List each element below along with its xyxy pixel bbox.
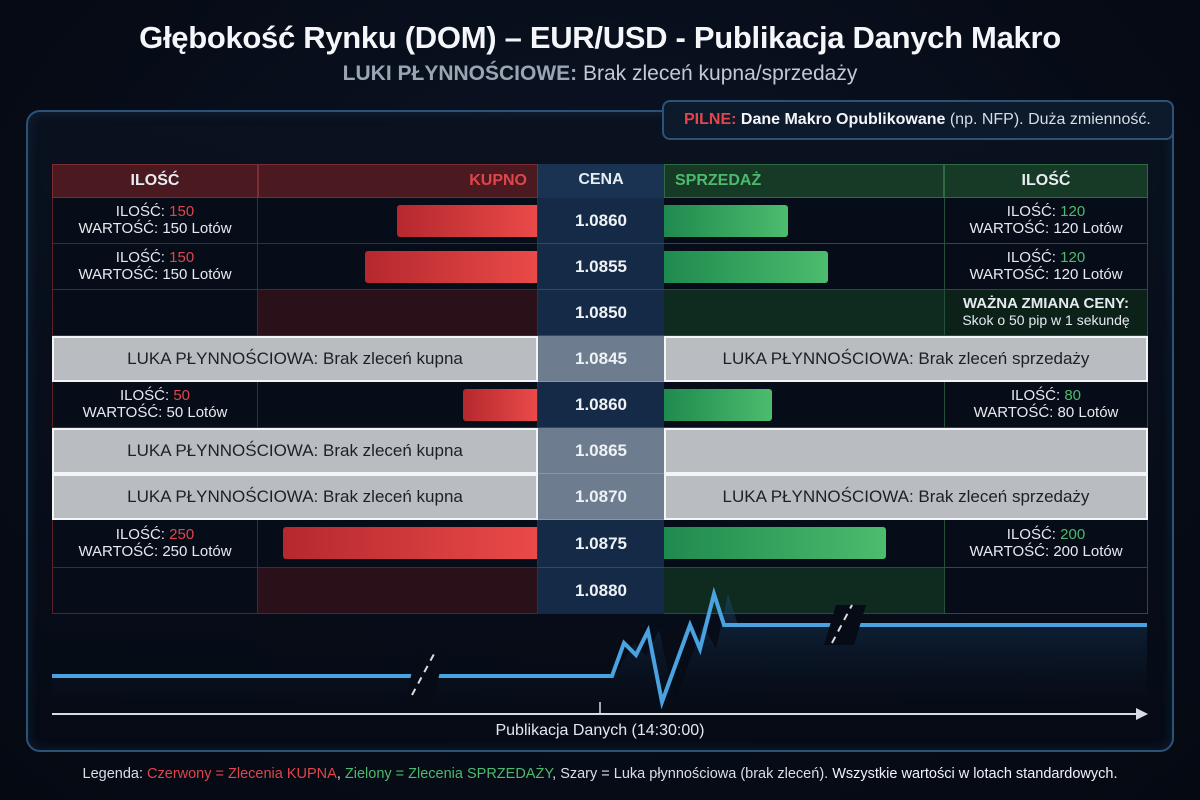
sell-bar-cell (664, 198, 944, 244)
price-cell: 1.0850 (538, 290, 664, 336)
table-row[interactable]: ILOŚĆ: 150 WARTOŚĆ: 150 Lotów 1.0855 ILOŚ… (52, 244, 1148, 290)
page-title: Głębokość Rynku (DOM) – EUR/USD - Publik… (139, 20, 1061, 55)
order-book-table: ILOŚĆ KUPNO CENA SPRZEDAŻ ILOŚĆ ILOŚĆ: 1… (52, 164, 1148, 614)
legend-gap: , Szary = Luka płynnościowa (brak zleceń… (552, 766, 833, 782)
buy-volume-bar (365, 251, 537, 283)
buy-volume-bar (397, 205, 537, 237)
liquidity-gap-buy: LUKA PŁYNNOŚCIOWA: Brak zleceń kupna (52, 428, 538, 474)
table-row[interactable]: ILOŚĆ: 250 WARTOŚĆ: 250 Lotów 1.0875 ILOŚ… (52, 520, 1148, 568)
buy-qty-cell: ILOŚĆ: 150 WARTOŚĆ: 150 Lotów (52, 244, 258, 290)
price-jump-warning: WAŻNA ZMIANA CENY: Skok o 50 pip w 1 seku… (944, 290, 1148, 336)
table-row[interactable]: LUKA PŁYNNOŚCIOWA: Brak zleceń kupna 1.0… (52, 336, 1148, 382)
header-sell-qty: ILOŚĆ (944, 164, 1148, 198)
buy-qty-cell: ILOŚĆ: 150 WARTOŚĆ: 150 Lotów (52, 198, 258, 244)
price-cell: 1.0865 (538, 428, 664, 474)
sell-bar-cell (664, 290, 944, 336)
sell-volume-bar (664, 251, 828, 283)
price-cell: 1.0870 (538, 474, 664, 520)
table-row[interactable]: 1.0880 (52, 568, 1148, 614)
sell-volume-bar (664, 527, 886, 559)
buy-bar-cell (258, 382, 538, 428)
buy-volume-bar (463, 389, 537, 421)
liquidity-gap-buy: LUKA PŁYNNOŚCIOWA: Brak zleceń kupna (52, 336, 538, 382)
table-row[interactable]: ILOŚĆ: 50 WARTOŚĆ: 50 Lotów 1.0860 ILOŚĆ:… (52, 382, 1148, 428)
alert-detail: (np. NFP). Duża zmienność. (945, 111, 1151, 128)
header-sell: SPRZEDAŻ (664, 164, 944, 198)
buy-qty-cell: ILOŚĆ: 250 WARTOŚĆ: 250 Lotów (52, 520, 258, 568)
legend-note: Wszystkie wartości w lotach standardowyc… (832, 766, 1118, 782)
legend-buy: Czerwony = Zlecenia KUPNA (147, 766, 337, 782)
legend-sell: Zielony = Zlecenia SPRZEDAŻY (344, 766, 553, 782)
sell-qty-cell: ILOŚĆ: 120 WARTOŚĆ: 120 Lotów (944, 198, 1148, 244)
page-subtitle: LUKI PŁYNNOŚCIOWE: Brak zleceń kupna/spr… (0, 62, 1200, 86)
event-label: Publikacja Danych (14:30:00) (495, 722, 705, 739)
sell-qty-cell (944, 568, 1148, 614)
legend: Legenda: Czerwony = Zlecenia KUPNA, Ziel… (82, 766, 1118, 782)
sell-qty-cell: ILOŚĆ: 200 WARTOŚĆ: 200 Lotów (944, 520, 1148, 568)
sell-qty-cell: ILOŚĆ: 120 WARTOŚĆ: 120 Lotów (944, 244, 1148, 290)
price-cell: 1.0860 (538, 198, 664, 244)
sell-volume-bar (664, 205, 788, 237)
buy-bar-cell (258, 520, 538, 568)
subtitle-label: LUKI PŁYNNOŚCIOWE: (342, 62, 578, 85)
liquidity-gap-sell (664, 428, 1148, 474)
sell-bar-cell (664, 382, 944, 428)
sell-bar-cell (664, 568, 944, 614)
table-row[interactable]: LUKA PŁYNNOŚCIOWA: Brak zleceń kupna 1.0… (52, 428, 1148, 474)
buy-bar-cell (258, 290, 538, 336)
price-cell: 1.0855 (538, 244, 664, 290)
liquidity-gap-sell: LUKA PŁYNNOŚCIOWA: Brak zleceń sprzedaży (664, 336, 1148, 382)
header-buy: KUPNO (258, 164, 538, 198)
sell-volume-bar (664, 389, 772, 421)
price-cell: 1.0860 (538, 382, 664, 428)
buy-bar-cell (258, 244, 538, 290)
table-row[interactable]: 1.0850 WAŻNA ZMIANA CENY: Skok o 50 pip w… (52, 290, 1148, 336)
liquidity-gap-sell: LUKA PŁYNNOŚCIOWA: Brak zleceń sprzedaży (664, 474, 1148, 520)
buy-qty-cell (52, 290, 258, 336)
buy-qty-cell: ILOŚĆ: 50 WARTOŚĆ: 50 Lotów (52, 382, 258, 428)
price-cell: 1.0880 (538, 568, 664, 614)
alert-tag: PILNE: (684, 111, 737, 128)
buy-bar-cell (258, 568, 538, 614)
table-row[interactable]: LUKA PŁYNNOŚCIOWA: Brak zleceń kupna 1.0… (52, 474, 1148, 520)
buy-qty-cell (52, 568, 258, 614)
price-cell: 1.0845 (538, 336, 664, 382)
buy-bar-cell (258, 198, 538, 244)
table-header: ILOŚĆ KUPNO CENA SPRZEDAŻ ILOŚĆ (52, 164, 1148, 198)
alert-banner: PILNE: Dane Makro Opublikowane (np. NFP)… (662, 100, 1174, 140)
price-cell: 1.0875 (538, 520, 664, 568)
buy-volume-bar (283, 527, 537, 559)
alert-headline: Dane Makro Opublikowane (736, 111, 946, 128)
header-buy-qty: ILOŚĆ (52, 164, 258, 198)
liquidity-gap-buy: LUKA PŁYNNOŚCIOWA: Brak zleceń kupna (52, 474, 538, 520)
table-row[interactable]: ILOŚĆ: 150 WARTOŚĆ: 150 Lotów 1.0860 ILOŚ… (52, 198, 1148, 244)
sell-bar-cell (664, 244, 944, 290)
header-price: CENA (538, 164, 664, 198)
sell-bar-cell (664, 520, 944, 568)
sell-qty-cell: ILOŚĆ: 80 WARTOŚĆ: 80 Lotów (944, 382, 1148, 428)
subtitle-text: Brak zleceń kupna/sprzedaży (577, 62, 858, 85)
